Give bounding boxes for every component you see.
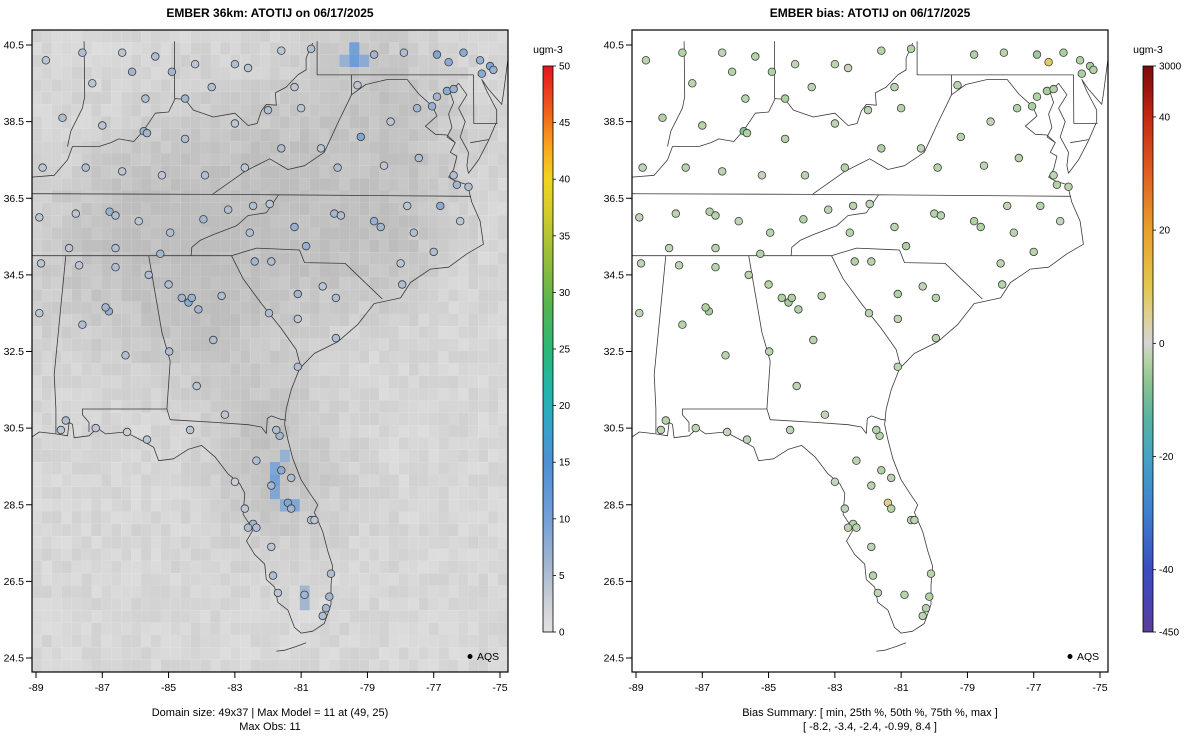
x-tick-label: -81 <box>294 682 309 694</box>
y-tick-label: 38.5 <box>604 116 625 128</box>
colorbar-unit-label: ugm-3 <box>1133 44 1163 56</box>
y-tick-label: 36.5 <box>4 193 25 205</box>
bias-map-render-layer: -89 -87 -85 -83 -81 -79 -77 -75 24.5 26.5 28.5 30.5… <box>604 29 1182 694</box>
x-tick-label: -89 <box>628 682 643 694</box>
colorbar-tick-label: 40 <box>559 175 571 186</box>
bias-map: -89 -87 -85 -83 -81 -79 -77 -75 24.5 26.5 28.5 30.5… <box>604 6 1182 733</box>
colorbar-tick-label: 10 <box>559 514 571 525</box>
colorbar-unit-label: ugm-3 <box>533 44 563 56</box>
x-tick-label: -79 <box>960 682 975 694</box>
aqs-legend: AQS <box>467 651 499 663</box>
y-tick-label: 24.5 <box>604 653 625 665</box>
bias-map-panel: -89 -87 -85 -83 -81 -79 -77 -75 24.5 26.5 28.5 30.5… <box>600 0 1200 750</box>
panel-caption-line2: Max Obs: 11 <box>239 721 301 733</box>
y-tick-label: 24.5 <box>4 653 25 665</box>
x-tick-label: -81 <box>894 682 909 694</box>
colorbar-tick-label: 25 <box>559 345 571 356</box>
colorbar-tick-label: 50 <box>559 62 571 73</box>
aqs-legend-dot-icon <box>1067 654 1073 659</box>
y-tick-label: 32.5 <box>604 346 625 358</box>
x-tick-label: -77 <box>1026 682 1041 694</box>
colorbar-tick-label: 5 <box>559 571 565 582</box>
y-tick-label: 30.5 <box>4 423 25 435</box>
plot-axes: -89 -87 -85 -83 -81 -79 -77 -75 24.5 26.5 28.5 30.5… <box>604 29 1109 694</box>
aqs-legend-dot-icon <box>467 654 473 659</box>
colorbar: 3000 40 20 0 -20 -40 -450 <box>1142 62 1182 639</box>
y-tick-label: 28.5 <box>604 499 625 511</box>
y-tick-label: 30.5 <box>604 423 625 435</box>
aqs-station-dots <box>635 44 1098 621</box>
colorbar-tick-label: -450 <box>1159 628 1179 639</box>
aqs-legend: AQS <box>1067 651 1099 663</box>
y-tick-label: 32.5 <box>4 346 25 358</box>
aqs-legend-label: AQS <box>1077 651 1099 663</box>
panel-caption-line2: [ -8.2, -3.4, -2.4, -0.99, 8.4 ] <box>803 721 937 733</box>
y-tick-label: 34.5 <box>4 269 25 281</box>
y-tick-label: 38.5 <box>4 116 25 128</box>
colorbar-tick-label: 45 <box>559 118 571 129</box>
y-tick-label: 26.5 <box>604 576 625 588</box>
y-tick-label: 40.5 <box>4 40 25 52</box>
y-tick-label: 40.5 <box>604 40 625 52</box>
colorbar: 0 5 10 15 20 25 30 35 40 45 50 <box>542 62 571 639</box>
x-tick-label: -77 <box>426 682 441 694</box>
aqs-legend-label: AQS <box>477 651 499 663</box>
colorbar-tick-label: 35 <box>559 231 571 242</box>
x-tick-label: -87 <box>95 682 110 694</box>
colorbar-tick-label: 20 <box>559 401 571 412</box>
y-tick-label: 26.5 <box>4 576 25 588</box>
colorbar-tick-label: 30 <box>559 288 571 299</box>
x-tick-label: -83 <box>227 682 242 694</box>
y-tick-label: 28.5 <box>4 499 25 511</box>
x-tick-label: -89 <box>28 682 43 694</box>
x-tick-label: -75 <box>492 682 507 694</box>
colorbar-tick-label: 0 <box>559 628 565 639</box>
state-outlines <box>32 41 508 652</box>
x-tick-label: -75 <box>1092 682 1107 694</box>
colorbar-tick-label: 40 <box>1159 112 1171 123</box>
state-outlines <box>632 41 1108 652</box>
bias-map-content <box>632 41 1108 652</box>
aqs-station-dots <box>35 44 498 621</box>
y-tick-label: 36.5 <box>604 193 625 205</box>
panel-title: EMBER bias: ATOTIJ on 06/17/2025 <box>770 6 971 20</box>
x-tick-label: -79 <box>360 682 375 694</box>
colorbar-tick-label: 20 <box>1159 226 1171 237</box>
model-map-panel: -89 -87 -85 -83 -81 -79 -77 -75 24.5 26.5 28.5 30.5… <box>4 6 571 733</box>
x-tick-label: -85 <box>761 682 776 694</box>
x-tick-label: -83 <box>827 682 842 694</box>
panel-caption-line1: Domain size: 49x37 | Max Model = 11 at (… <box>152 707 389 719</box>
model-map: -89 -87 -85 -83 -81 -79 -77 -75 24.5 26.5 28.5 30.5… <box>4 6 571 733</box>
colorbar-tick-label: 15 <box>559 458 571 469</box>
x-tick-label: -85 <box>161 682 176 694</box>
colorbar-tick-label: 0 <box>1159 339 1165 350</box>
model-raster <box>32 30 508 672</box>
x-tick-label: -87 <box>695 682 710 694</box>
colorbar-tick-label: -20 <box>1159 452 1174 463</box>
model-map-render-layer: -89 -87 -85 -83 -81 -79 -77 -75 24.5 26.5 28.5 30.5… <box>4 29 571 694</box>
colorbar-tick-label: 3000 <box>1159 62 1182 73</box>
panel-title: EMBER 36km: ATOTIJ on 06/17/2025 <box>166 6 374 20</box>
y-tick-label: 34.5 <box>604 269 625 281</box>
plot-axes: -89 -87 -85 -83 -81 -79 -77 -75 24.5 26.5 28.5 30.5… <box>4 29 509 694</box>
panel-caption-line1: Bias Summary: [ min, 25th %, 50th %, 75t… <box>742 707 998 719</box>
model-map-content <box>32 30 508 672</box>
colorbar-tick-label: -40 <box>1159 565 1174 576</box>
